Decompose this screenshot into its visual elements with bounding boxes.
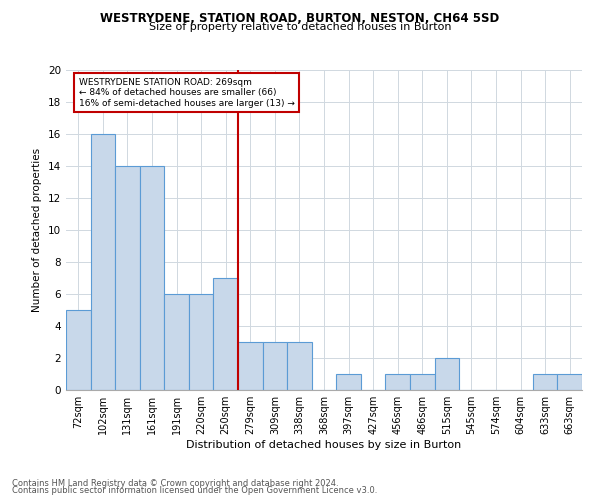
Bar bbox=[287, 342, 312, 390]
Text: Size of property relative to detached houses in Burton: Size of property relative to detached ho… bbox=[149, 22, 451, 32]
Bar bbox=[385, 374, 410, 390]
Bar bbox=[434, 358, 459, 390]
Bar bbox=[214, 278, 238, 390]
Text: Contains HM Land Registry data © Crown copyright and database right 2024.: Contains HM Land Registry data © Crown c… bbox=[12, 478, 338, 488]
Bar bbox=[533, 374, 557, 390]
Bar bbox=[66, 310, 91, 390]
Bar bbox=[410, 374, 434, 390]
Text: WESTRYDENE, STATION ROAD, BURTON, NESTON, CH64 5SD: WESTRYDENE, STATION ROAD, BURTON, NESTON… bbox=[100, 12, 500, 26]
Bar bbox=[336, 374, 361, 390]
Bar bbox=[263, 342, 287, 390]
Bar bbox=[164, 294, 189, 390]
X-axis label: Distribution of detached houses by size in Burton: Distribution of detached houses by size … bbox=[187, 440, 461, 450]
Bar bbox=[115, 166, 140, 390]
Bar bbox=[557, 374, 582, 390]
Y-axis label: Number of detached properties: Number of detached properties bbox=[32, 148, 43, 312]
Bar bbox=[140, 166, 164, 390]
Bar bbox=[91, 134, 115, 390]
Bar bbox=[238, 342, 263, 390]
Text: Contains public sector information licensed under the Open Government Licence v3: Contains public sector information licen… bbox=[12, 486, 377, 495]
Bar bbox=[189, 294, 214, 390]
Text: WESTRYDENE STATION ROAD: 269sqm
← 84% of detached houses are smaller (66)
16% of: WESTRYDENE STATION ROAD: 269sqm ← 84% of… bbox=[79, 78, 295, 108]
